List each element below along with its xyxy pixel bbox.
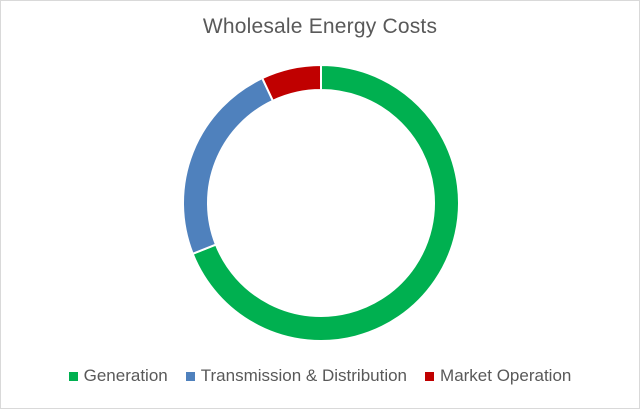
chart-title: Wholesale Energy Costs	[202, 15, 438, 38]
legend: Generation Transmission & Distribution M…	[1, 366, 639, 386]
legend-item-generation: Generation	[68, 366, 168, 386]
legend-label-generation: Generation	[83, 366, 168, 385]
legend-swatch-transmission-distribution	[185, 371, 195, 381]
slice-transmission-distribution	[182, 76, 275, 256]
legend-swatch-market-operation	[425, 371, 435, 381]
legend-label-market-operation: Market Operation	[440, 366, 572, 385]
legend-label-transmission-distribution: Transmission & Distribution	[200, 366, 408, 385]
slice-market-operation	[260, 63, 322, 103]
slice-generation	[191, 63, 460, 342]
legend-item-market-operation: Market Operation	[425, 366, 571, 386]
legend-item-transmission-distribution: Transmission & Distribution	[185, 366, 408, 386]
legend-swatch-generation	[68, 371, 78, 381]
donut-slices	[182, 63, 460, 342]
